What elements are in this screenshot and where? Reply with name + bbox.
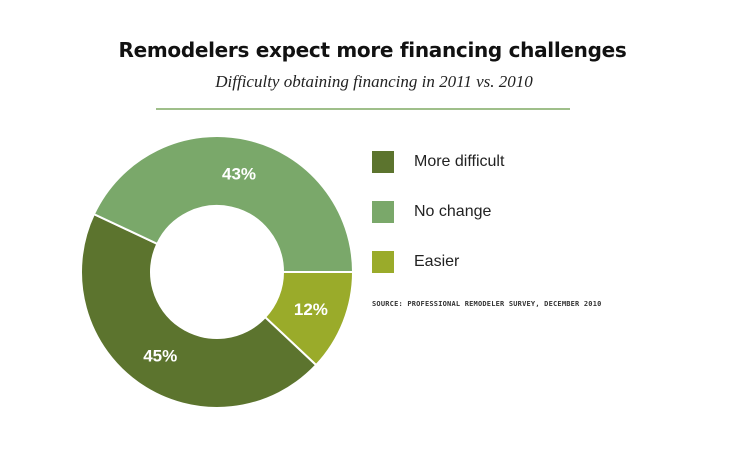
legend-label-no-change: No change [414,203,492,220]
legend-label-more-difficult: More difficult [414,153,505,170]
title-divider [156,108,570,110]
source-note: SOURCE: PROFESSIONAL REMODELER SURVEY, D… [372,300,602,308]
chart-subtitle: Difficulty obtaining financing in 2011 v… [215,72,533,91]
slice-more-difficult [80,212,318,409]
legend-item-no-change: No change [372,200,491,224]
legend-item-more-difficult: More difficult [372,150,504,174]
legend-item-easier: Easier [372,250,459,274]
legend-label-easier: Easier [414,253,460,270]
data-label-no-change: 43% [222,164,256,183]
legend-swatch-no-change [372,201,394,223]
chart-title: Remodelers expect more financing challen… [118,38,627,62]
data-label-easier: 12% [294,300,328,319]
slice-no-change [92,135,355,273]
legend-swatch-easier [372,251,394,273]
data-label-more-difficult: 45% [143,347,177,366]
legend-swatch-more-difficult [372,151,394,173]
